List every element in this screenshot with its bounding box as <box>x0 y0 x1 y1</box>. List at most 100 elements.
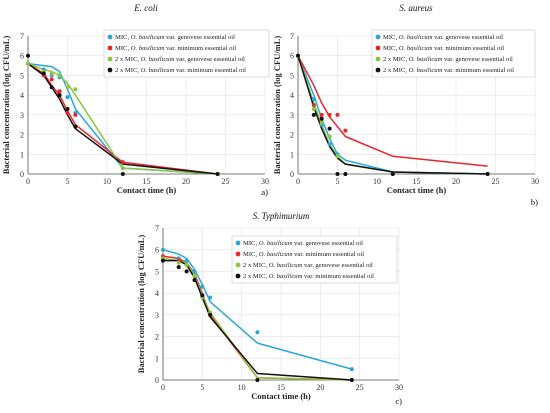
chart-panel-2: 0 1 2 3 4 5 6 7 0 5 10 15 20 25 30 S. aureus Contact tim… <box>272 3 539 207</box>
data-point <box>65 106 70 111</box>
data-point <box>49 85 54 90</box>
y-tick-label: 6 <box>155 246 159 255</box>
y-tick-label: 2 <box>20 131 24 140</box>
x-tick-label: 5 <box>200 383 204 392</box>
legend-entry-label: MIC, O. basilicum var. minimum essential… <box>115 45 236 52</box>
legend-marker <box>107 67 113 73</box>
x-axis-title: Contact time (h) <box>117 185 177 195</box>
x-tick-label: 20 <box>182 177 190 186</box>
data-point <box>192 278 197 283</box>
data-point <box>215 172 220 176</box>
y-tick-label: 0 <box>155 376 159 385</box>
data-point <box>319 120 324 125</box>
series-line-4 <box>297 55 488 175</box>
data-point <box>200 284 205 289</box>
data-point <box>255 330 260 335</box>
data-point <box>26 53 30 58</box>
legend-entry-label: 2 x MIC, O. basilicum var. genovese esse… <box>383 56 513 63</box>
data-point <box>319 112 324 117</box>
y-axis-title: Bacterial concentration (log CFU/mL) <box>272 36 282 175</box>
data-point <box>120 172 125 176</box>
data-point <box>26 61 30 66</box>
legend-marker <box>235 251 241 257</box>
data-point <box>311 112 316 117</box>
legend-entry-label: 2 x MIC, O. basilicum var. minimum essen… <box>383 67 514 74</box>
series-line-1 <box>162 248 352 370</box>
data-point <box>319 116 324 121</box>
x-tick-label: 0 <box>26 177 30 186</box>
y-tick-label: 0 <box>20 170 24 179</box>
y-tick-label: 2 <box>155 333 159 342</box>
y-tick-label: 7 <box>20 32 24 41</box>
data-point <box>49 77 54 82</box>
series-line-4 <box>27 62 218 175</box>
legend-marker <box>375 56 381 62</box>
data-point <box>349 378 354 382</box>
data-point <box>73 112 78 117</box>
y-tick-label: 5 <box>155 267 159 276</box>
y-tick-label: 4 <box>290 91 294 100</box>
x-tick-label: 25 <box>492 177 500 186</box>
legend-frame <box>371 29 536 78</box>
chart-title: S. aureus <box>399 3 433 13</box>
legend-marker <box>235 273 241 279</box>
x-tick-label: 25 <box>222 177 230 186</box>
data-point <box>327 142 332 147</box>
legend-marker <box>375 45 381 51</box>
legend-marker <box>107 45 113 51</box>
legend-marker <box>107 56 113 62</box>
legend: MIC, O. basilicum var. genovese essentia… <box>231 235 398 284</box>
data-point <box>161 247 165 252</box>
y-tick-label: 1 <box>20 150 24 159</box>
x-tick-label: 5 <box>66 177 70 186</box>
legend-frame <box>231 235 398 284</box>
legend-marker <box>107 34 113 40</box>
x-tick-label: 15 <box>277 383 285 392</box>
x-tick-label: 15 <box>143 177 151 186</box>
panel-label: a) <box>261 187 268 197</box>
data-point <box>390 172 395 176</box>
data-point <box>349 367 354 372</box>
data-point <box>335 112 340 117</box>
data-point <box>120 166 125 171</box>
legend-marker <box>235 240 241 246</box>
legend-marker <box>235 262 241 268</box>
data-point <box>65 85 70 90</box>
y-tick-label: 1 <box>155 354 159 363</box>
data-point <box>192 273 197 278</box>
data-point <box>343 128 348 133</box>
y-tick-label: 6 <box>290 52 294 61</box>
x-tick-label: 25 <box>356 383 364 392</box>
x-tick-label: 10 <box>373 177 381 186</box>
y-tick-label: 5 <box>290 71 294 80</box>
series-line-1 <box>27 62 218 175</box>
x-tick-label: 10 <box>103 177 111 186</box>
y-tick-label: 6 <box>20 52 24 61</box>
x-tick-label: 20 <box>316 383 324 392</box>
data-point <box>65 95 70 100</box>
data-point <box>343 172 348 176</box>
data-point <box>200 293 205 298</box>
data-point <box>327 112 332 117</box>
y-tick-label: 3 <box>290 111 294 120</box>
x-tick-label: 0 <box>296 177 300 186</box>
series-line-2 <box>297 55 488 167</box>
chart-panel-3: 0 1 2 3 4 5 6 7 0 5 10 15 20 25 30 S. Typhimurium Contac… <box>136 211 403 406</box>
chart-panel-1: 0 1 2 3 4 5 6 7 0 5 10 15 20 25 30 E. coli Contact time … <box>1 3 270 197</box>
data-point <box>255 378 260 382</box>
data-point <box>57 93 62 98</box>
chart-title: S. Typhimurium <box>253 211 310 221</box>
data-point <box>73 87 78 92</box>
series-line-3 <box>27 62 218 175</box>
data-point <box>49 71 54 76</box>
data-point <box>41 71 46 76</box>
legend-entry-label: MIC, O. basilicum var. minimum essential… <box>243 251 364 258</box>
y-tick-label: 4 <box>155 289 159 298</box>
data-point <box>485 172 490 176</box>
y-tick-label: 3 <box>155 311 159 320</box>
y-tick-label: 1 <box>290 150 294 159</box>
x-tick-label: 30 <box>395 383 403 392</box>
legend-entry-label: MIC, O. basilicum var. minimum essential… <box>383 45 504 52</box>
y-tick-label: 0 <box>290 170 294 179</box>
